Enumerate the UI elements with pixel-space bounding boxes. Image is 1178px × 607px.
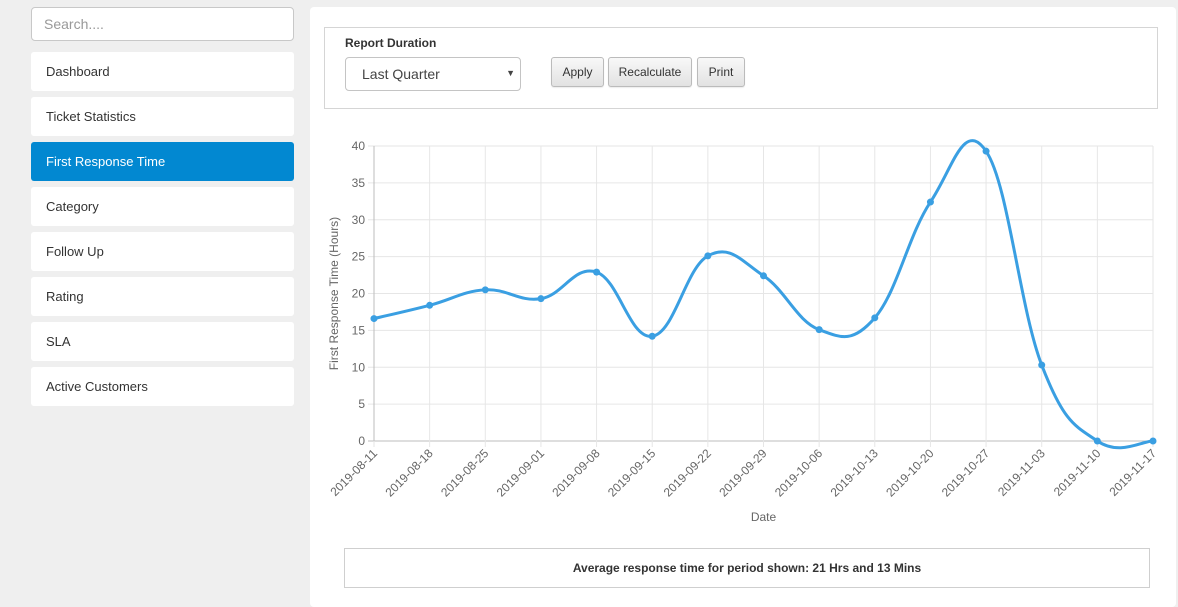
report-panel: Report Duration Last Quarter ▼ Apply Rec… (310, 7, 1176, 607)
sidebar-item-ticket-statistics[interactable]: Ticket Statistics (31, 97, 294, 136)
apply-button[interactable]: Apply (551, 57, 604, 87)
average-response-summary: Average response time for period shown: … (344, 548, 1150, 588)
report-duration-select[interactable]: Last Quarter ▼ (345, 57, 521, 91)
summary-hours-unit: Hrs and (825, 561, 878, 575)
y-tick-label: 40 (352, 139, 366, 153)
data-point (537, 295, 545, 303)
data-point (815, 326, 823, 334)
x-tick-label: 2019-11-03 (995, 446, 1048, 499)
x-tick-label: 2019-08-11 (327, 446, 380, 499)
y-tick-label: 30 (352, 213, 366, 227)
series-line (373, 139, 1154, 450)
x-tick-label: 2019-10-20 (883, 446, 937, 500)
sidebar-item-rating[interactable]: Rating (31, 277, 294, 316)
print-button[interactable]: Print (697, 57, 745, 87)
x-tick-label: 2019-10-06 (772, 446, 826, 500)
x-tick-label: 2019-09-29 (716, 446, 770, 500)
y-tick-label: 0 (358, 434, 365, 448)
recalculate-button[interactable]: Recalculate (608, 57, 692, 87)
y-tick-label: 25 (352, 250, 366, 264)
data-point (1038, 361, 1046, 369)
sidebar-item-sla[interactable]: SLA (31, 322, 294, 361)
search-input[interactable] (31, 7, 294, 41)
y-tick-label: 15 (352, 323, 366, 337)
y-tick-label: 5 (358, 397, 365, 411)
sidebar-nav: Dashboard Ticket Statistics First Respon… (31, 52, 294, 406)
data-point (1149, 437, 1157, 445)
y-tick-label: 10 (352, 360, 366, 374)
summary-minutes-unit: Mins (890, 561, 922, 575)
summary-minutes: 13 (877, 561, 891, 575)
data-point (982, 147, 990, 155)
report-duration-value: Last Quarter (362, 66, 440, 82)
sidebar-item-dashboard[interactable]: Dashboard (31, 52, 294, 91)
summary-hours: 21 (812, 561, 826, 575)
x-tick-label: 2019-11-17 (1106, 446, 1159, 499)
sidebar-item-category[interactable]: Category (31, 187, 294, 226)
data-point (426, 301, 434, 309)
sidebar-item-follow-up[interactable]: Follow Up (31, 232, 294, 271)
data-point (481, 286, 489, 294)
x-tick-label: 2019-08-18 (382, 446, 436, 500)
sidebar-item-active-customers[interactable]: Active Customers (31, 367, 294, 406)
report-duration-label: Report Duration (345, 36, 437, 50)
summary-prefix: Average response time for period shown: (572, 561, 813, 575)
data-point (648, 332, 656, 340)
data-point (926, 198, 934, 206)
data-point (871, 314, 879, 322)
chevron-down-icon: ▼ (506, 68, 515, 78)
sidebar-item-first-response-time[interactable]: First Response Time (31, 142, 294, 181)
x-tick-label: 2019-10-27 (939, 446, 993, 500)
data-point (593, 268, 601, 276)
x-tick-label: 2019-10-13 (828, 446, 882, 500)
data-point (704, 252, 712, 260)
x-tick-label: 2019-09-15 (605, 446, 659, 500)
x-tick-label: 2019-08-25 (438, 446, 492, 500)
x-tick-label: 2019-11-10 (1051, 446, 1104, 499)
x-axis-title: Date (751, 510, 777, 524)
y-axis-title: First Response Time (Hours) (327, 217, 341, 370)
data-point (370, 315, 378, 323)
x-tick-label: 2019-09-08 (549, 446, 603, 500)
x-tick-label: 2019-09-22 (661, 446, 715, 500)
y-tick-label: 20 (352, 287, 366, 301)
report-controls: Report Duration Last Quarter ▼ Apply Rec… (324, 27, 1158, 109)
data-point (1093, 437, 1101, 445)
x-tick-label: 2019-09-01 (494, 446, 548, 500)
y-tick-label: 35 (352, 176, 366, 190)
data-point (760, 272, 767, 280)
sidebar: Dashboard Ticket Statistics First Respon… (31, 7, 294, 412)
